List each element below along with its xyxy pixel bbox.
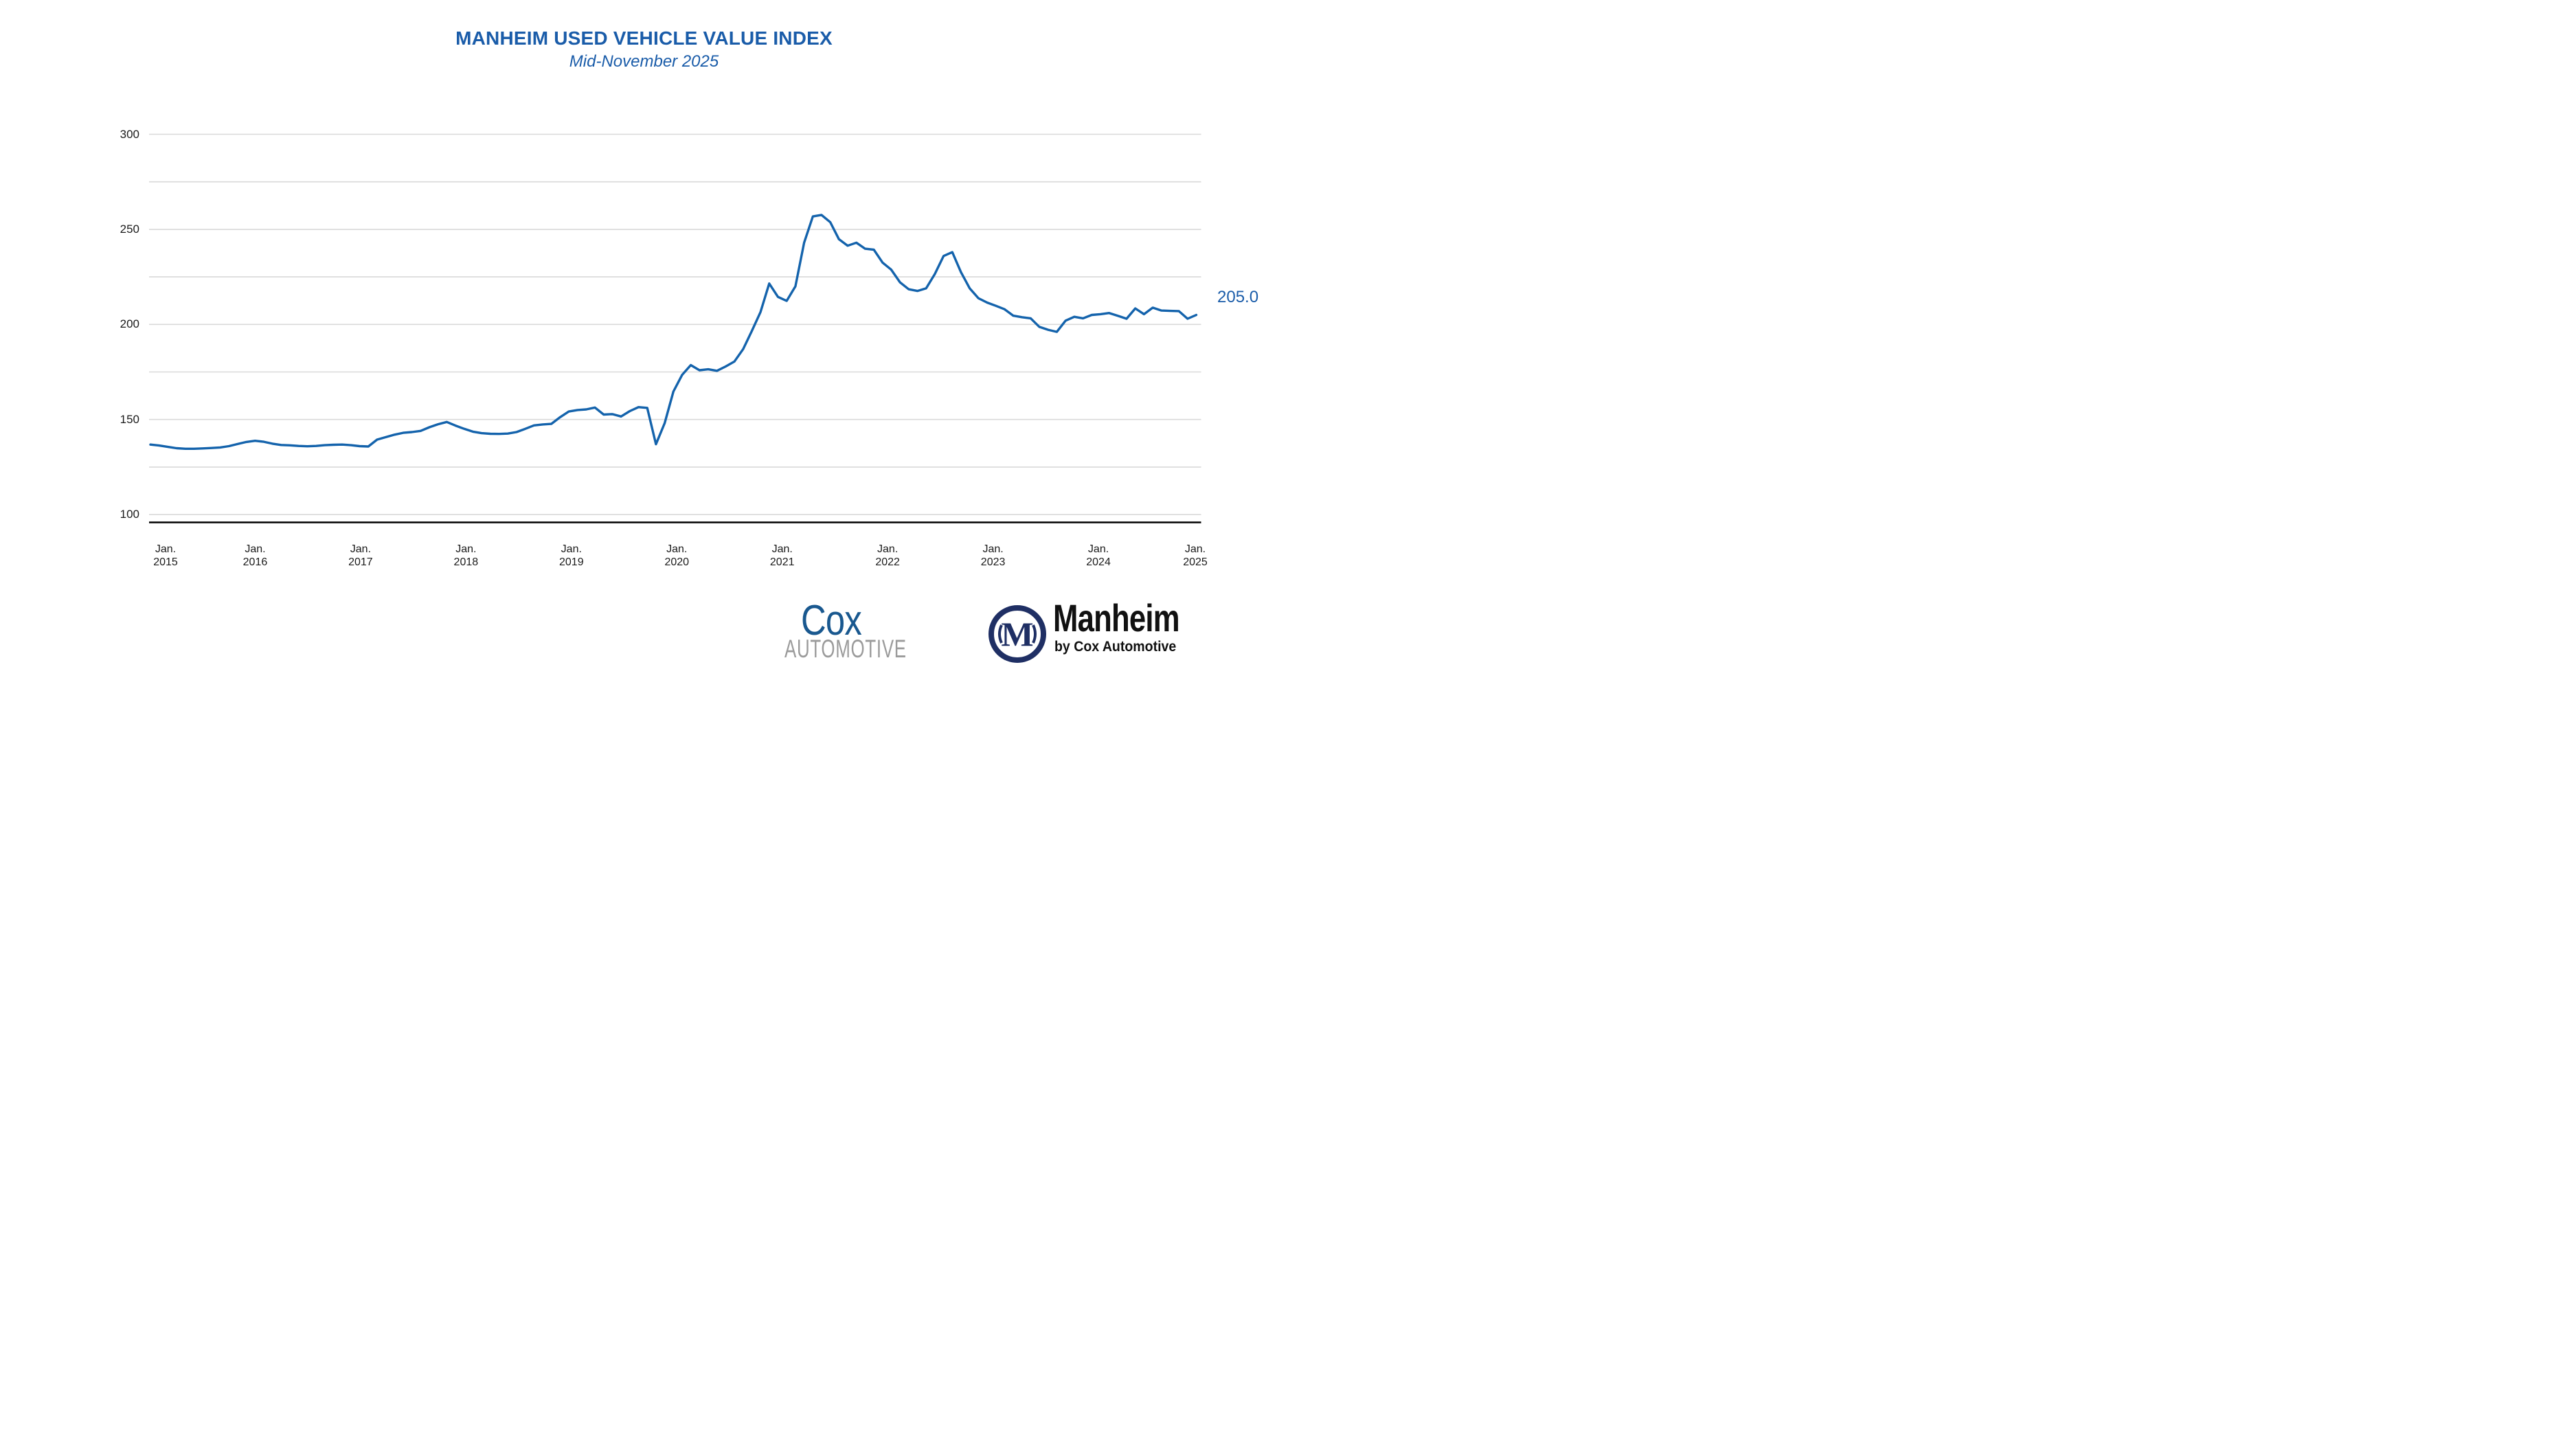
chart-canvas: MANHEIM USED VEHICLE VALUE INDEX Mid-Nov… (0, 0, 1288, 724)
y-axis-label-150: 150 (120, 412, 139, 426)
x-axis-label-2016: Jan. 2016 (242, 543, 268, 568)
x-axis-label-2024: Jan. 2024 (1086, 543, 1111, 568)
x-axis-label-2023: Jan. 2023 (980, 543, 1006, 568)
y-axis-label-250: 250 (120, 222, 139, 236)
x-axis-label-2017: Jan. 2017 (348, 543, 373, 568)
y-axis-label-100: 100 (120, 508, 139, 521)
chart-subtitle: Mid-November 2025 (569, 52, 719, 71)
x-axis-label-2025: Jan. 2025 (1183, 543, 1208, 568)
chart-title: MANHEIM USED VEHICLE VALUE INDEX (455, 27, 833, 49)
x-axis-label-2020: Jan. 2020 (664, 543, 690, 568)
x-axis-label-2021: Jan. 2021 (769, 543, 795, 568)
index-line-chart (149, 133, 1201, 523)
x-axis-label-2018: Jan. 2018 (453, 543, 479, 568)
y-axis-label-200: 200 (120, 317, 139, 331)
x-axis-label-2019: Jan. 2019 (559, 543, 584, 568)
y-axis-label-300: 300 (120, 127, 139, 141)
x-axis-label-2015: Jan. 2015 (153, 543, 178, 568)
latest-value-label: 205.0 (1217, 288, 1259, 306)
x-axis-label-2022: Jan. 2022 (875, 543, 900, 568)
index-value-line (149, 214, 1198, 450)
